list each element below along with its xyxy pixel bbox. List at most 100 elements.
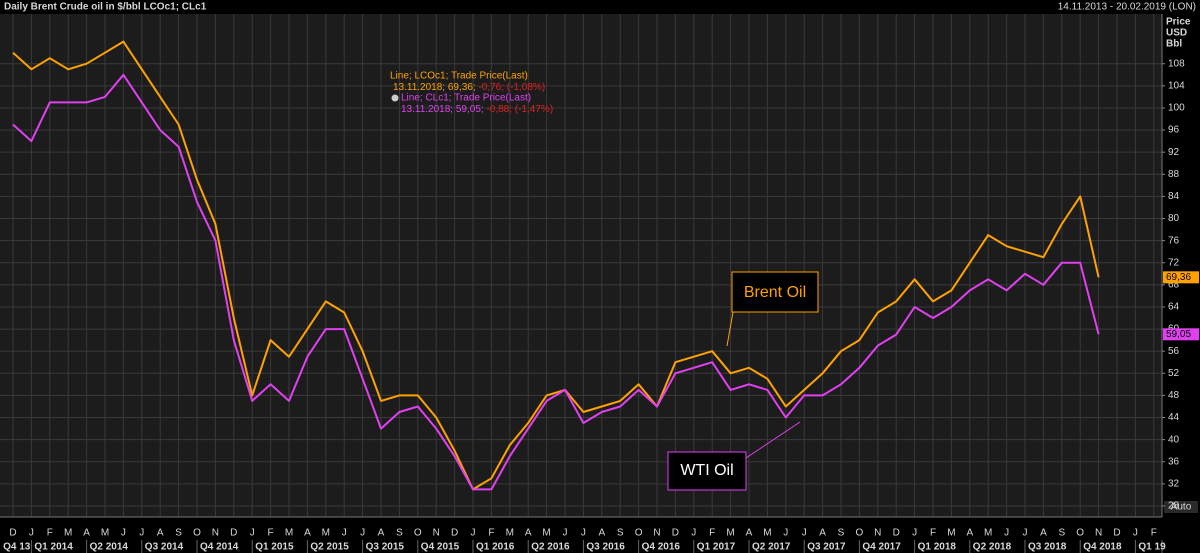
legend-value: 13.11.2018; 59,05; — [401, 104, 484, 115]
quarter-label: Q2 2017 — [752, 542, 791, 553]
y-tick-label: 52 — [1168, 368, 1180, 379]
x-tick-label: J — [121, 528, 126, 539]
x-tick-label: N — [212, 528, 219, 539]
quarter-label: Q3 2016 — [586, 542, 625, 553]
x-tick-label: O — [1076, 528, 1084, 539]
quarter-label: Q4 2017 — [862, 542, 901, 553]
quarter-label: Q2 2018 — [973, 542, 1012, 553]
x-tick-label: J — [1133, 528, 1138, 539]
y-tick-label: 76 — [1168, 235, 1180, 246]
x-tick-label: A — [819, 528, 826, 539]
x-tick-label: S — [838, 528, 845, 539]
x-tick-label: J — [563, 528, 568, 539]
x-tick-label: M — [763, 528, 771, 539]
y-tick-label: 108 — [1168, 58, 1185, 69]
last-value-label: 69,36 — [1166, 272, 1191, 283]
x-tick-label: O — [414, 528, 422, 539]
x-tick-label: M — [726, 528, 734, 539]
scale-mode-box[interactable] — [1164, 501, 1198, 513]
x-tick-label: M — [322, 528, 330, 539]
x-tick-label: F — [488, 528, 494, 539]
x-tick-label: A — [83, 528, 90, 539]
quarter-label: Q3 2015 — [366, 542, 405, 553]
y-axis-label: Bbl — [1166, 39, 1182, 50]
x-tick-label: A — [1040, 528, 1047, 539]
legend-value: 13.11.2018; 69,36; — [393, 82, 476, 93]
y-tick-label: 36 — [1168, 456, 1180, 467]
x-tick-label: O — [635, 528, 643, 539]
legend-entry: Line; LCOc1; Trade Price(Last) — [390, 71, 528, 82]
y-tick-label: 28 — [1168, 501, 1180, 512]
y-tick-label: 104 — [1168, 80, 1185, 91]
scale-mode[interactable]: Auto — [1171, 502, 1192, 513]
quarter-label: Q3 2018 — [1028, 542, 1067, 553]
quarter-label: Q4 2018 — [1083, 542, 1122, 553]
quarter-label: Q4 2016 — [642, 542, 681, 553]
x-tick-label: J — [342, 528, 347, 539]
legend-info: 13.11.2018; 69,36; -0,76; (-1,08%) — [393, 82, 545, 93]
y-tick-label: 40 — [1168, 434, 1180, 445]
x-tick-label: J — [1004, 528, 1009, 539]
annotation: Brent Oil — [744, 284, 806, 301]
x-tick-label: D — [893, 528, 900, 539]
x-tick-label: F — [709, 528, 715, 539]
x-tick-label: M — [506, 528, 514, 539]
annotation: WTI Oil — [680, 462, 733, 479]
x-tick-label: N — [874, 528, 881, 539]
x-tick-label: A — [378, 528, 385, 539]
x-tick-label: J — [1023, 528, 1028, 539]
quarter-label: Q4 2014 — [200, 542, 239, 553]
x-tick-label: A — [966, 528, 973, 539]
x-tick-label: A — [746, 528, 753, 539]
last-value-tag — [1163, 328, 1199, 341]
x-tick-label: J — [139, 528, 144, 539]
x-tick-label: N — [1095, 528, 1102, 539]
x-tick-label: J — [691, 528, 696, 539]
x-tick-label: M — [101, 528, 109, 539]
x-tick-label: N — [653, 528, 660, 539]
y-tick-label: 72 — [1168, 257, 1180, 268]
x-tick-label: F — [268, 528, 274, 539]
series-line — [12, 73, 1100, 491]
y-tick-label: 88 — [1168, 169, 1180, 180]
x-tick-label: A — [157, 528, 164, 539]
y-tick-label: 84 — [1168, 191, 1180, 202]
quarter-label: Q4 2015 — [421, 542, 460, 553]
y-tick-label: 100 — [1168, 103, 1185, 114]
x-tick-label: M — [984, 528, 992, 539]
quarter-label: Q2 2014 — [90, 542, 129, 553]
annotation-box — [667, 451, 747, 491]
y-axis-label: Price — [1166, 17, 1191, 28]
quarter-label: Q2 2015 — [310, 542, 349, 553]
legend-change: -0,76; (-1,08%) — [478, 82, 545, 93]
annotation-box — [731, 271, 819, 313]
y-tick-label: 68 — [1168, 279, 1180, 290]
y-tick-label: 44 — [1168, 412, 1180, 423]
x-tick-label: J — [581, 528, 586, 539]
y-tick-label: 96 — [1168, 125, 1180, 136]
quarter-label: Q1 19 — [1138, 542, 1166, 553]
x-tick-label: D — [9, 528, 16, 539]
x-tick-label: S — [396, 528, 403, 539]
x-tick-label: J — [783, 528, 788, 539]
x-tick-label: S — [1058, 528, 1065, 539]
x-tick-label: S — [617, 528, 624, 539]
quarter-label: Q1 2015 — [255, 542, 294, 553]
date-range: 14.11.2013 - 20.02.2019 (LON) — [1058, 2, 1196, 13]
x-tick-label: J — [29, 528, 34, 539]
x-tick-label: D — [230, 528, 237, 539]
x-tick-label: J — [360, 528, 365, 539]
y-tick-label: 80 — [1168, 213, 1180, 224]
x-tick-label: A — [598, 528, 605, 539]
series-line — [12, 40, 1100, 491]
x-tick-label: M — [542, 528, 550, 539]
quarter-label: Q4 13 — [3, 542, 31, 553]
legend-change: -0,88; (-1,47%) — [486, 104, 553, 115]
quarter-label: Q1 2018 — [918, 542, 957, 553]
x-tick-label: S — [175, 528, 182, 539]
y-tick-label: 48 — [1168, 390, 1180, 401]
x-tick-label: D — [672, 528, 679, 539]
x-tick-label: J — [250, 528, 255, 539]
x-tick-label: M — [64, 528, 72, 539]
